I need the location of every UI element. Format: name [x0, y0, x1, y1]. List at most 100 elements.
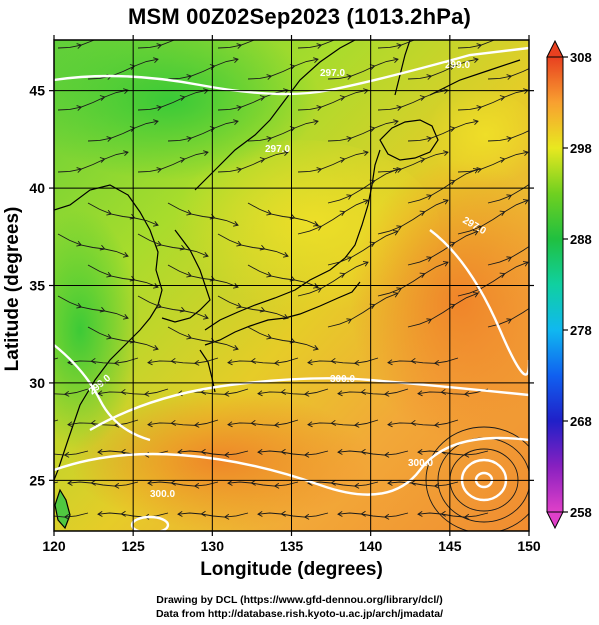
streamline-arrow	[449, 126, 456, 132]
streamline	[57, 89, 129, 111]
streamline-arrow	[223, 390, 230, 397]
streamline-arrow	[500, 34, 505, 39]
streamline-arrow	[236, 302, 243, 309]
streamline	[67, 357, 139, 364]
streamline-arrow	[303, 513, 310, 520]
streamline-arrow	[120, 510, 126, 517]
streamline	[87, 120, 159, 142]
streamline-arrow	[97, 511, 103, 517]
streamline-arrow	[233, 119, 239, 126]
streamline-arrow	[266, 136, 273, 142]
y-axis-ticks: 25 30 35 40 45	[29, 83, 534, 488]
streamline-arrow	[393, 57, 399, 64]
streamline-arrow	[506, 194, 513, 200]
streamline-arrow	[506, 256, 513, 262]
streamline-arrow	[200, 388, 207, 395]
streamline-arrow	[106, 271, 113, 278]
streamline-arrow	[35, 360, 40, 365]
streamline-arrow	[316, 43, 323, 49]
streamline-arrow	[153, 345, 159, 351]
streamline-arrow	[236, 240, 243, 247]
streamline	[137, 89, 209, 111]
streamline-arrow	[200, 448, 206, 455]
streamline	[247, 58, 319, 80]
streamline-arrow	[97, 449, 103, 455]
streamline	[147, 419, 219, 426]
streamline-arrow	[90, 419, 97, 426]
streamline-arrow	[283, 314, 289, 320]
streamline-arrow	[499, 210, 506, 217]
streamline-arrow	[99, 306, 106, 313]
streamline	[487, 307, 529, 328]
streamline-arrow	[260, 34, 265, 39]
streamline	[247, 264, 319, 288]
streamline	[407, 58, 479, 80]
x-tick-label: 120	[42, 538, 66, 554]
streamline	[54, 450, 89, 456]
streamline	[167, 326, 239, 350]
streamline-arrow	[316, 167, 323, 173]
streamline	[377, 261, 449, 297]
streamline	[257, 388, 329, 395]
drawing-credit: Drawing by DCL (https://www.gfd-dennou.o…	[156, 594, 443, 606]
colorbar-tick-label: 268	[570, 414, 592, 429]
streamline-arrow	[339, 95, 346, 101]
colorbar-gradient	[546, 56, 564, 513]
grid-lines	[54, 40, 529, 531]
streamline-arrow	[257, 511, 263, 517]
streamline-arrow	[363, 27, 368, 32]
y-tick-label: 25	[29, 472, 45, 488]
streamline	[57, 233, 129, 257]
streamline	[417, 512, 489, 518]
streamline-arrow	[440, 388, 447, 395]
streamline-arrow	[383, 513, 390, 520]
streamline-arrow	[227, 421, 233, 428]
streamline-arrow	[383, 451, 390, 458]
streamline	[337, 512, 409, 518]
streamline	[54, 512, 89, 518]
streamline-arrow	[523, 27, 528, 32]
streamline-arrow	[476, 105, 483, 111]
streamline-arrow	[11, 480, 15, 485]
streamline	[297, 261, 369, 297]
streamline-arrow	[506, 74, 513, 80]
y-tick-label: 30	[29, 375, 45, 391]
streamline-arrow	[476, 225, 483, 231]
streamline-arrow	[76, 43, 83, 49]
streamline-arrow	[18, 449, 22, 454]
x-tick-label: 140	[359, 538, 383, 554]
streamline-arrow	[63, 390, 70, 397]
streamline	[167, 120, 239, 142]
streamline	[257, 512, 329, 518]
streamline-arrow	[303, 451, 310, 458]
streamline-arrow	[396, 105, 403, 111]
streamline-arrow	[233, 283, 239, 289]
streamline	[54, 388, 89, 395]
streamline-arrow	[41, 449, 45, 454]
streamline-arrow	[99, 244, 106, 251]
streamline-arrow	[316, 105, 323, 111]
streamline-arrow	[363, 150, 369, 157]
streamline-arrow	[346, 318, 353, 324]
streamline-arrow	[153, 119, 159, 126]
streamline	[67, 419, 139, 426]
streamline-arrow	[283, 27, 288, 32]
streamline-arrow	[369, 179, 376, 186]
streamline-arrow	[106, 136, 113, 142]
streamline-arrow	[387, 359, 393, 366]
streamline	[227, 481, 299, 487]
streamline-arrow	[426, 74, 433, 80]
x-tick-label: 130	[201, 538, 225, 554]
streamline-arrow	[200, 510, 206, 517]
streamline-arrow	[99, 157, 106, 163]
contour-label: 297.0	[265, 144, 290, 155]
streamline-arrow	[396, 43, 403, 49]
streamline-arrow	[223, 451, 230, 458]
streamline-arrow	[369, 126, 376, 132]
streamline	[227, 419, 299, 426]
streamline-arrow	[143, 390, 150, 397]
streamline-arrow	[233, 221, 239, 227]
streamline	[87, 326, 159, 350]
streamline	[147, 481, 219, 487]
